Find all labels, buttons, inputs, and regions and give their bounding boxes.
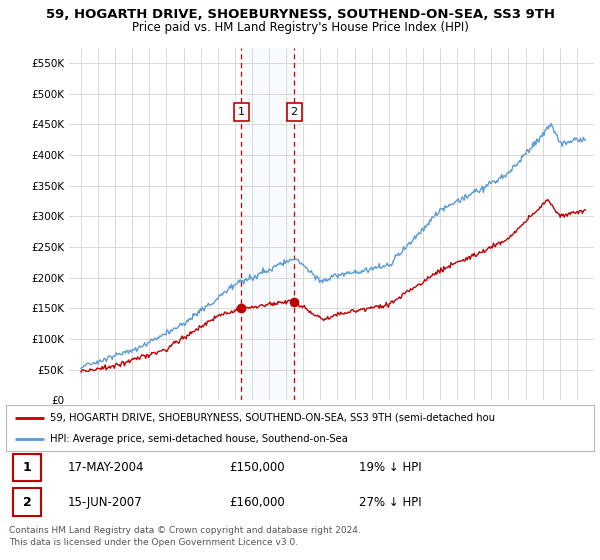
Text: 17-MAY-2004: 17-MAY-2004 <box>68 461 144 474</box>
Text: 2: 2 <box>23 496 32 508</box>
Text: 2: 2 <box>290 107 298 117</box>
FancyBboxPatch shape <box>13 488 41 516</box>
Text: £160,000: £160,000 <box>229 496 285 508</box>
Text: 1: 1 <box>238 107 245 117</box>
Text: 15-JUN-2007: 15-JUN-2007 <box>68 496 142 508</box>
Text: 27% ↓ HPI: 27% ↓ HPI <box>359 496 421 508</box>
Text: 19% ↓ HPI: 19% ↓ HPI <box>359 461 421 474</box>
Text: 59, HOGARTH DRIVE, SHOEBURYNESS, SOUTHEND-ON-SEA, SS3 9TH: 59, HOGARTH DRIVE, SHOEBURYNESS, SOUTHEN… <box>46 8 554 21</box>
Text: £150,000: £150,000 <box>229 461 285 474</box>
Text: Price paid vs. HM Land Registry's House Price Index (HPI): Price paid vs. HM Land Registry's House … <box>131 21 469 34</box>
Text: HPI: Average price, semi-detached house, Southend-on-Sea: HPI: Average price, semi-detached house,… <box>50 435 348 444</box>
Text: 1: 1 <box>23 461 32 474</box>
Text: Contains HM Land Registry data © Crown copyright and database right 2024.: Contains HM Land Registry data © Crown c… <box>9 526 361 535</box>
Bar <box>241 48 294 400</box>
Text: 59, HOGARTH DRIVE, SHOEBURYNESS, SOUTHEND-ON-SEA, SS3 9TH (semi-detached hou: 59, HOGARTH DRIVE, SHOEBURYNESS, SOUTHEN… <box>50 413 495 423</box>
Text: This data is licensed under the Open Government Licence v3.0.: This data is licensed under the Open Gov… <box>9 538 298 547</box>
FancyBboxPatch shape <box>13 454 41 481</box>
